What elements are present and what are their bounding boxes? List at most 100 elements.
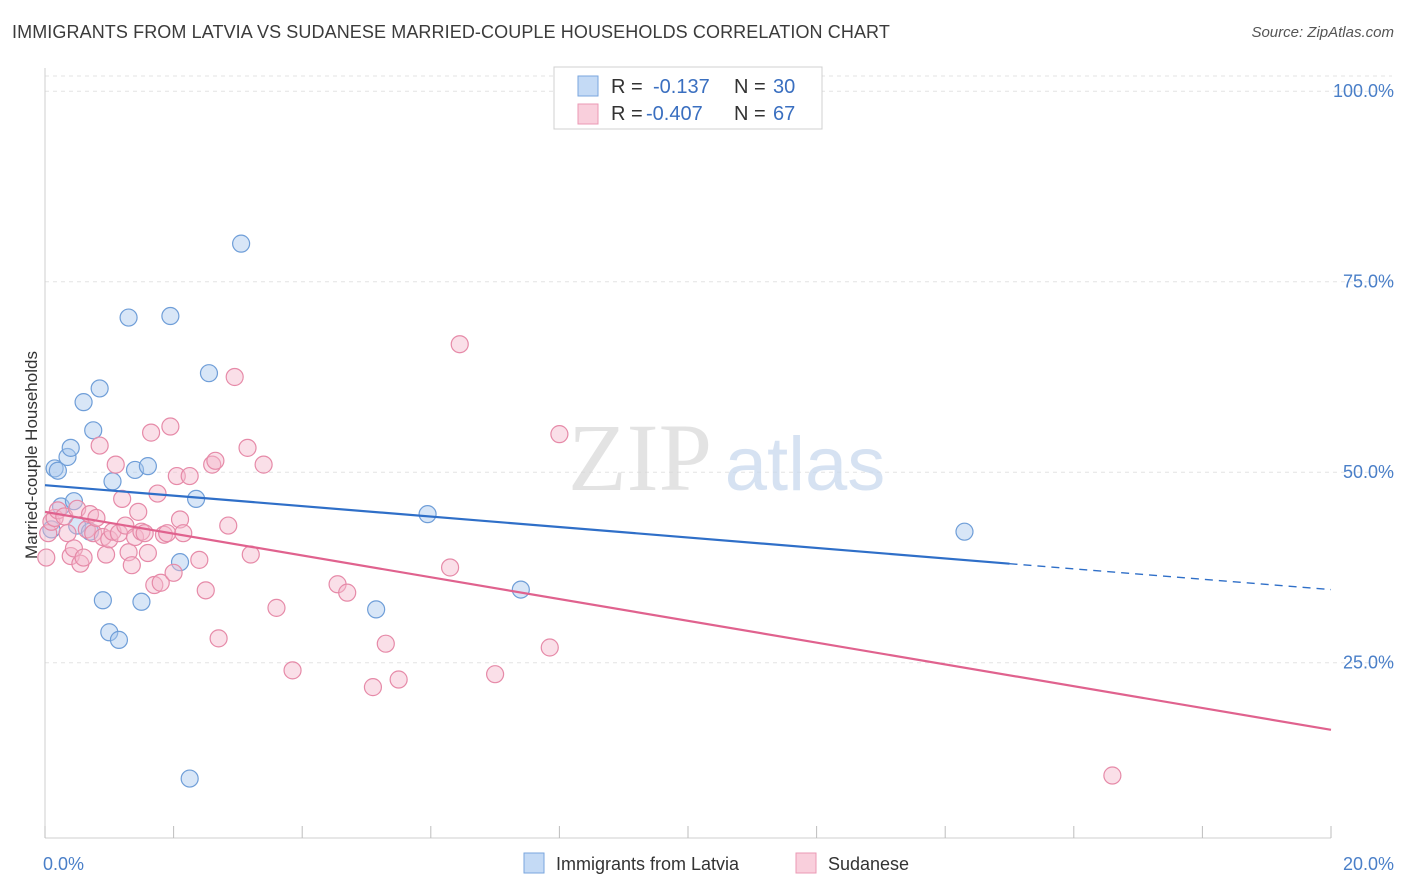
y-tick-label: 75.0% bbox=[1343, 272, 1394, 292]
data-points bbox=[37, 234, 1122, 788]
legend-swatch-latvia bbox=[577, 75, 599, 97]
trend-line-latvia bbox=[44, 484, 1010, 565]
y-tick-label: 25.0% bbox=[1343, 653, 1394, 673]
point-sudanese bbox=[209, 629, 228, 648]
point-sudanese bbox=[1103, 766, 1122, 785]
point-latvia bbox=[232, 234, 251, 253]
point-latvia bbox=[955, 522, 974, 541]
legend-n-value-2: 67 bbox=[773, 103, 795, 125]
point-latvia bbox=[161, 306, 180, 326]
grid-lines bbox=[45, 75, 1392, 664]
point-sudanese bbox=[106, 455, 125, 474]
chart-title: IMMIGRANTS FROM LATVIA VS SUDANESE MARRI… bbox=[12, 22, 890, 42]
point-sudanese bbox=[283, 661, 302, 680]
point-sudanese bbox=[122, 556, 141, 575]
point-sudanese bbox=[167, 466, 186, 486]
y-tick-labels: 25.0% 50.0% 75.0% 100.0% bbox=[1333, 81, 1394, 673]
series-legend-label-latvia: Immigrants from Latvia bbox=[556, 854, 740, 874]
point-sudanese bbox=[39, 524, 58, 543]
point-sudanese bbox=[138, 543, 157, 563]
y-axis-label: Married-couple Households bbox=[22, 351, 41, 559]
point-sudanese bbox=[550, 425, 569, 444]
point-latvia bbox=[74, 393, 93, 412]
series-legend: Immigrants from Latvia Sudanese bbox=[523, 852, 909, 874]
point-sudanese bbox=[190, 550, 209, 569]
point-sudanese bbox=[151, 573, 170, 592]
point-latvia bbox=[84, 421, 103, 440]
point-sudanese bbox=[164, 563, 183, 582]
x-tick-label-min: 0.0% bbox=[43, 854, 84, 874]
point-latvia bbox=[180, 769, 199, 788]
point-sudanese bbox=[87, 508, 106, 528]
point-sudanese bbox=[90, 436, 109, 455]
legend-n-value-1: 30 bbox=[773, 76, 795, 98]
point-sudanese bbox=[180, 466, 199, 486]
watermark: ZIP atlas bbox=[568, 404, 885, 511]
trend-line-sudanese bbox=[44, 510, 1332, 731]
point-sudanese bbox=[74, 548, 93, 567]
point-latvia bbox=[119, 308, 138, 327]
point-sudanese bbox=[96, 545, 116, 564]
legend-r-label-1: R = bbox=[611, 76, 643, 98]
x-tick-label-max: 20.0% bbox=[1343, 854, 1394, 874]
y-tick-label: 50.0% bbox=[1343, 462, 1394, 482]
point-sudanese bbox=[58, 524, 77, 543]
point-sudanese bbox=[219, 516, 238, 535]
point-sudanese bbox=[206, 451, 225, 470]
point-latvia bbox=[138, 457, 157, 476]
point-latvia bbox=[103, 472, 122, 491]
point-sudanese bbox=[141, 423, 161, 442]
point-latvia bbox=[418, 505, 437, 524]
point-sudanese bbox=[486, 665, 505, 684]
legend-swatch-sudanese bbox=[577, 103, 599, 125]
point-latvia bbox=[45, 459, 64, 478]
point-sudanese bbox=[540, 638, 559, 657]
series-legend-label-sudanese: Sudanese bbox=[828, 854, 909, 874]
point-sudanese bbox=[129, 502, 148, 521]
y-tick-label: 100.0% bbox=[1333, 81, 1394, 101]
series-legend-swatch-latvia bbox=[523, 852, 545, 874]
axes bbox=[44, 68, 1332, 839]
legend-n-label-2: N = bbox=[734, 103, 766, 125]
legend-r-value-1: -0.137 bbox=[653, 76, 710, 98]
point-latvia bbox=[132, 592, 151, 611]
point-sudanese bbox=[37, 548, 56, 567]
trend-line-latvia-dashed bbox=[1009, 562, 1332, 591]
legend-r-label-2: R = bbox=[611, 103, 643, 125]
point-sudanese bbox=[238, 438, 257, 457]
point-latvia bbox=[367, 600, 386, 619]
point-latvia bbox=[199, 364, 219, 383]
trend-lines bbox=[44, 484, 1332, 731]
point-sudanese bbox=[267, 598, 286, 617]
point-latvia bbox=[61, 438, 80, 457]
series-legend-swatch-sudanese bbox=[795, 852, 817, 874]
point-sudanese bbox=[161, 417, 180, 436]
point-sudanese bbox=[254, 455, 273, 474]
source-label: Source: ZipAtlas.com bbox=[1251, 24, 1394, 41]
point-latvia bbox=[109, 630, 129, 649]
point-sudanese bbox=[376, 634, 395, 653]
point-latvia bbox=[511, 580, 530, 599]
point-sudanese bbox=[225, 367, 244, 387]
legend-n-label-1: N = bbox=[734, 76, 766, 98]
point-sudanese bbox=[64, 539, 84, 558]
point-sudanese bbox=[196, 581, 215, 600]
point-latvia bbox=[170, 553, 190, 572]
stats-legend: R = -0.137 N = 30 R = -0.407 N = 67 bbox=[553, 66, 823, 130]
point-latvia bbox=[100, 623, 119, 642]
point-latvia bbox=[48, 461, 67, 480]
point-latvia bbox=[93, 591, 112, 610]
point-sudanese bbox=[440, 558, 460, 577]
point-sudanese bbox=[389, 670, 408, 689]
legend-r-value-2: -0.407 bbox=[646, 103, 703, 125]
stats-legend-box bbox=[553, 66, 823, 130]
point-sudanese bbox=[450, 335, 469, 354]
watermark-atlas: atlas bbox=[725, 422, 886, 507]
point-sudanese bbox=[338, 583, 357, 602]
point-latvia bbox=[90, 379, 109, 398]
point-sudanese bbox=[363, 678, 383, 697]
point-sudanese bbox=[170, 510, 190, 529]
watermark-zip: ZIP bbox=[568, 404, 712, 511]
point-sudanese bbox=[84, 524, 103, 543]
